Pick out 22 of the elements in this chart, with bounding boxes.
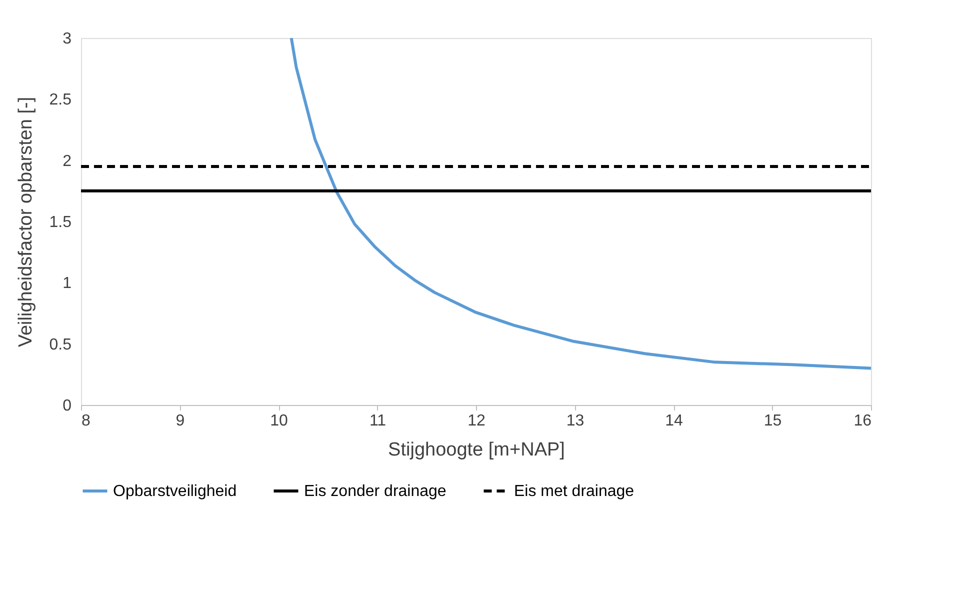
y-tick-label: 0 (62, 398, 72, 414)
legend-label: Opbarstveiligheid (113, 483, 237, 500)
x-axis-title: Stijghoogte [m+NAP] (388, 440, 565, 460)
y-tick-label: 0.5 (49, 336, 72, 354)
x-tick-label: 13 (566, 412, 584, 430)
y-axis-title: Veiligheidsfactor opbarsten [-] (15, 96, 36, 348)
legend-label: Eis zonder drainage (304, 483, 446, 500)
y-tick-label: 2.5 (49, 92, 72, 109)
y-tick-label: 1.5 (49, 214, 72, 231)
legend-label: Eis met drainage (514, 483, 634, 500)
x-tick-label: 9 (176, 412, 185, 430)
y-tick-label: 2 (62, 152, 72, 170)
x-tick-label: 12 (468, 412, 486, 430)
x-tick-label: 16 (854, 412, 872, 430)
y-tick-label: 3 (62, 30, 72, 48)
x-tick-label: 15 (764, 412, 782, 430)
x-tick-label: 10 (270, 412, 288, 430)
line-series (290, 38, 871, 370)
x-tick-label: 11 (369, 412, 386, 430)
x-tick-label: 14 (665, 412, 683, 430)
x-tick-label: 8 (82, 412, 90, 430)
y-tick-label: 1 (62, 275, 72, 292)
